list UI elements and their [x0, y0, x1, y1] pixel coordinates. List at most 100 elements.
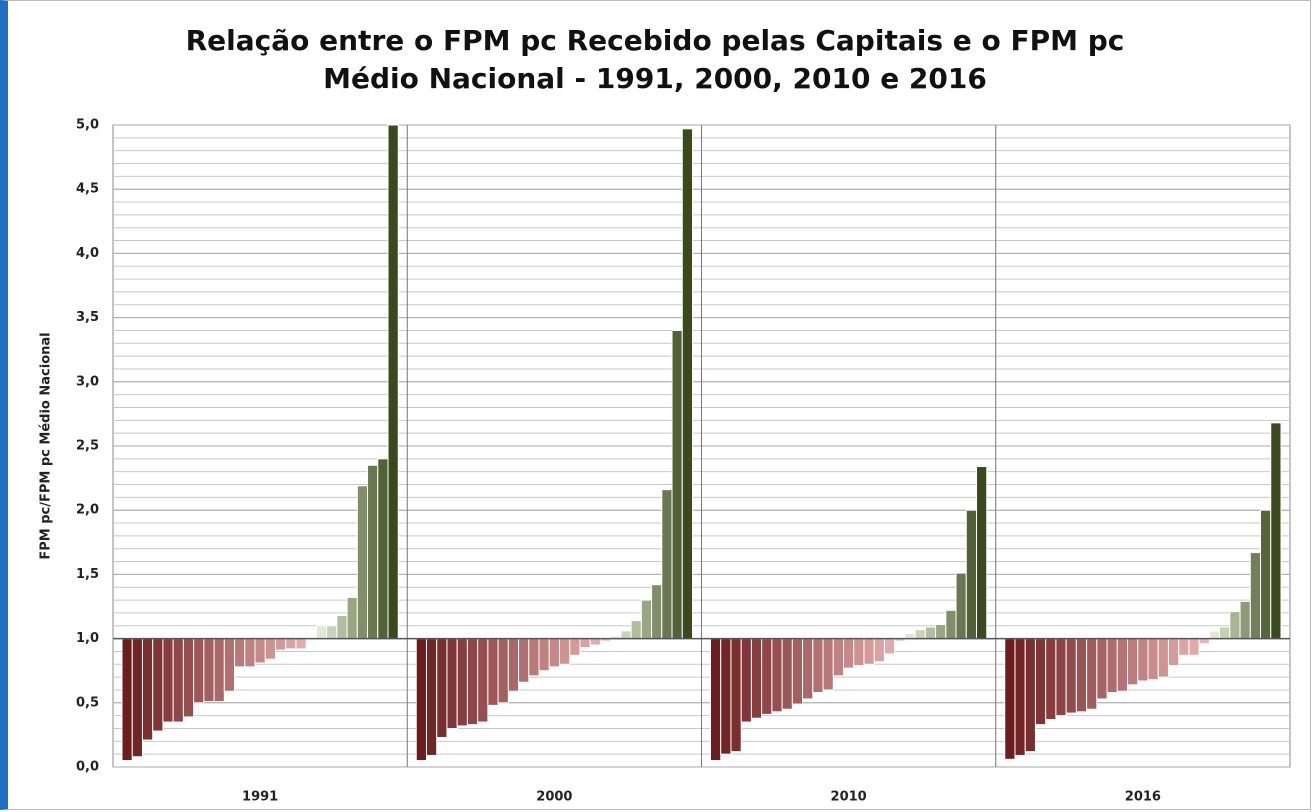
bar [843, 638, 855, 669]
bar [213, 638, 225, 703]
bar [579, 638, 591, 649]
bar [681, 128, 693, 640]
bar [781, 638, 793, 710]
bar [1219, 626, 1231, 640]
bar [152, 638, 164, 732]
bar [802, 638, 814, 700]
bar [264, 638, 276, 660]
bar [1065, 638, 1077, 714]
y-tick-label: 4,0 [76, 246, 99, 261]
panel-label: 2016 [1125, 790, 1161, 805]
bar [346, 597, 358, 640]
y-tick-label: 3,0 [76, 374, 99, 389]
bar [832, 638, 845, 677]
bar [740, 638, 752, 723]
bar [487, 638, 499, 706]
bar [203, 638, 215, 703]
bar [387, 124, 399, 640]
bar [497, 638, 509, 704]
bar [873, 638, 885, 663]
bar [1208, 630, 1221, 640]
bar [131, 638, 143, 758]
bar [456, 638, 468, 727]
bar [518, 638, 530, 683]
y-tick-label: 4,5 [76, 182, 99, 197]
bar [640, 599, 653, 640]
bar [1096, 638, 1108, 700]
bar [791, 638, 804, 705]
y-tick-label: 1,5 [76, 567, 99, 582]
bar [976, 466, 988, 640]
bar [244, 638, 256, 668]
bar [955, 572, 967, 640]
bar [182, 638, 195, 718]
bar [761, 638, 773, 715]
bar [1178, 638, 1190, 656]
bar [193, 638, 205, 704]
bar [1004, 638, 1016, 760]
bar [1127, 638, 1139, 686]
panel-label: 2000 [536, 790, 572, 805]
bar [1116, 638, 1129, 692]
bar [863, 638, 875, 665]
bar [720, 638, 732, 755]
bar [589, 638, 601, 646]
bar [1045, 638, 1057, 720]
y-tick-label: 3,5 [76, 310, 99, 325]
bar [121, 638, 133, 762]
bar [1014, 638, 1026, 756]
bar [1075, 638, 1088, 713]
bar [1106, 638, 1118, 694]
y-tick-label: 1,0 [76, 631, 99, 646]
chart-title: Relação entre o FPM pc Recebido pelas Ca… [185, 24, 1125, 95]
bar [274, 638, 287, 651]
bar [965, 509, 978, 640]
bar [223, 638, 236, 692]
bar [935, 623, 947, 640]
bar [1055, 638, 1067, 717]
bar [945, 609, 957, 640]
y-tick-label: 2,0 [76, 503, 99, 518]
bar [924, 626, 937, 640]
bar [812, 638, 824, 694]
bar [1270, 422, 1282, 640]
bar [1167, 638, 1180, 667]
bar [436, 638, 448, 738]
y-tick-label: 2,5 [76, 439, 99, 454]
bar [477, 638, 489, 723]
bar [771, 638, 783, 713]
bar [661, 489, 673, 640]
bar [1249, 552, 1262, 640]
bar [285, 638, 297, 650]
bar [914, 629, 926, 640]
bar [141, 638, 154, 741]
bar [620, 630, 632, 640]
bar [538, 638, 550, 672]
bar [336, 614, 348, 640]
bar [1034, 638, 1047, 726]
bar [254, 638, 266, 664]
bar [1239, 600, 1251, 640]
bar [234, 638, 246, 668]
y-tick-label: 5,0 [76, 118, 99, 133]
bar [315, 625, 328, 640]
bar [446, 638, 458, 729]
bar [377, 458, 389, 640]
bar [853, 638, 865, 667]
bar [1188, 638, 1200, 656]
bar [466, 638, 479, 726]
bar [750, 638, 763, 719]
bar [883, 638, 896, 655]
bar [548, 638, 560, 668]
bar [1024, 638, 1036, 753]
bar [415, 638, 427, 762]
bar [569, 638, 581, 656]
bar [904, 632, 916, 640]
bar [822, 638, 834, 691]
bar [356, 485, 369, 640]
bar [630, 620, 642, 640]
panel-label: 1991 [242, 790, 278, 805]
bar [1147, 638, 1159, 681]
bar [295, 638, 307, 650]
